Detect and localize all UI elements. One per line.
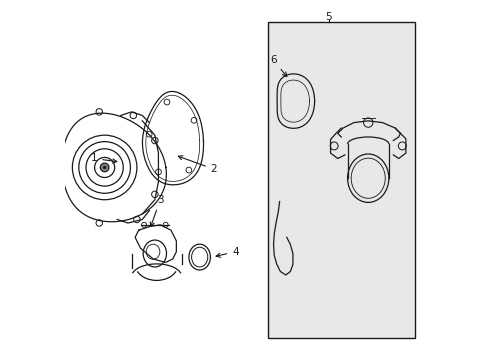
Text: 4: 4 <box>216 247 238 257</box>
Text: 5: 5 <box>325 12 331 22</box>
Bar <box>267 22 414 338</box>
Text: 6: 6 <box>269 55 286 76</box>
Circle shape <box>100 163 109 172</box>
Text: 2: 2 <box>178 156 217 174</box>
Circle shape <box>103 166 106 169</box>
Text: 1: 1 <box>90 153 117 163</box>
Text: 3: 3 <box>150 195 163 226</box>
